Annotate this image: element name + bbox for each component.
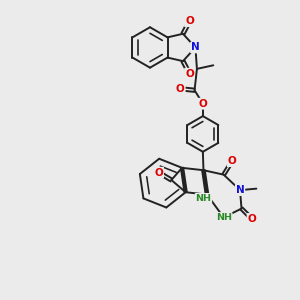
Text: NH: NH: [216, 213, 232, 222]
Text: O: O: [248, 214, 256, 224]
Text: O: O: [185, 69, 194, 79]
Text: O: O: [228, 156, 236, 166]
Text: O: O: [154, 168, 163, 178]
Text: NH: NH: [196, 194, 211, 203]
Text: O: O: [176, 84, 185, 94]
Text: N: N: [236, 185, 244, 195]
Text: O: O: [199, 99, 207, 109]
Text: N: N: [191, 43, 200, 52]
Text: N: N: [191, 43, 200, 52]
Text: O: O: [185, 69, 194, 79]
Text: O: O: [185, 16, 194, 26]
Text: NH: NH: [216, 213, 232, 222]
Text: O: O: [248, 214, 256, 224]
Text: O: O: [185, 16, 194, 26]
Text: O: O: [228, 156, 236, 166]
Text: O: O: [154, 168, 163, 178]
Text: N: N: [236, 185, 244, 195]
Text: O: O: [199, 99, 207, 109]
Text: O: O: [176, 84, 185, 94]
